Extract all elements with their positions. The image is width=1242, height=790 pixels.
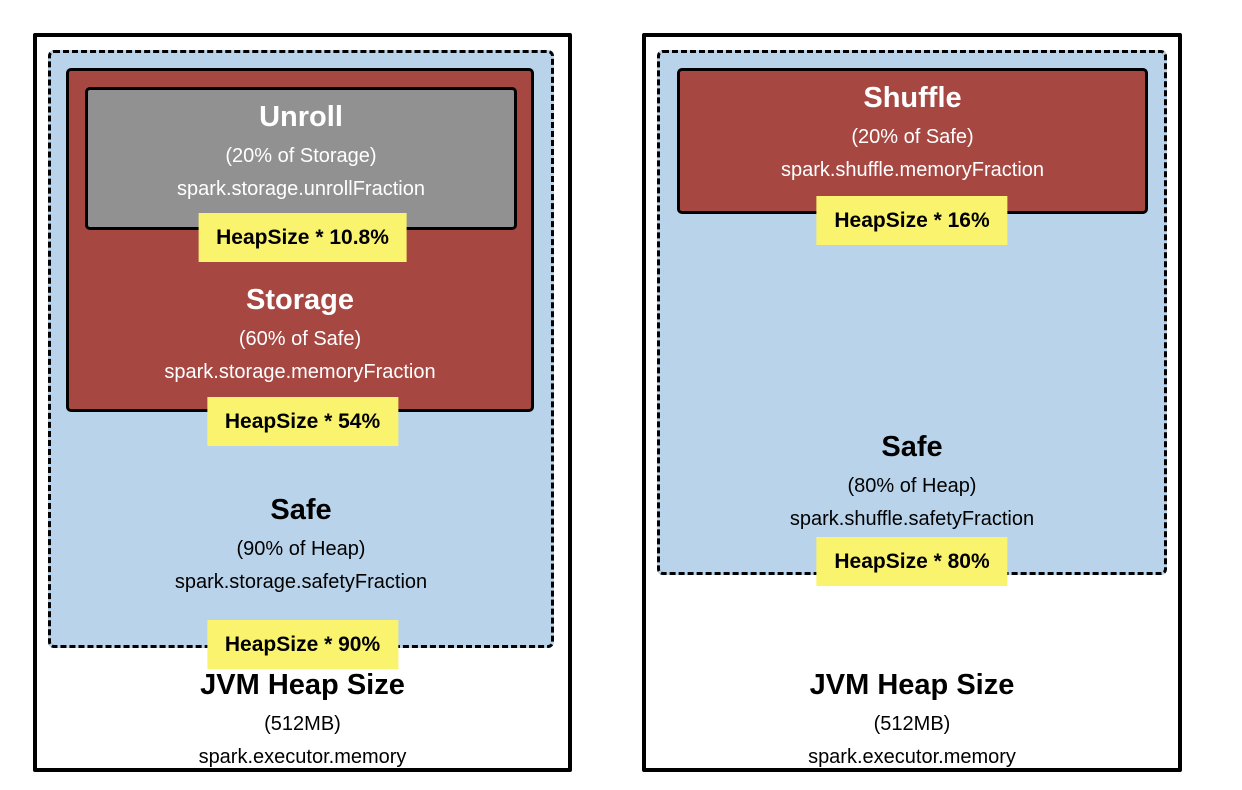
unroll-text-block: Unroll (20% of Storage) spark.storage.un… <box>88 100 514 202</box>
storage-region: Unroll (20% of Storage) spark.storage.un… <box>66 68 534 412</box>
heap-label-safe-storage: HeapSize * 90% <box>206 620 399 669</box>
safe-region-storage: Unroll (20% of Storage) spark.storage.un… <box>48 50 554 648</box>
jvm-heap-size-left: (512MB) <box>264 713 341 735</box>
safe-property-storage: spark.storage.safetyFraction <box>174 571 428 593</box>
unroll-property: spark.storage.unrollFraction <box>177 178 425 200</box>
shuffle-fraction: (20% of Safe) <box>851 126 974 148</box>
safe-fraction-storage: (90% of Heap) <box>236 538 366 560</box>
storage-property: spark.storage.memoryFraction <box>164 361 436 383</box>
safe-fraction-shuffle: (80% of Heap) <box>847 475 977 497</box>
safe-property-shuffle: spark.shuffle.safetyFraction <box>789 508 1035 530</box>
shuffle-title: Shuffle <box>863 82 962 114</box>
shuffle-property: spark.shuffle.memoryFraction <box>780 159 1045 181</box>
safe-title-storage: Safe <box>270 494 332 526</box>
storage-text-block: Storage (60% of Safe) spark.storage.memo… <box>69 283 531 385</box>
storage-fraction: (60% of Safe) <box>238 328 362 350</box>
storage-title: Storage <box>246 284 354 316</box>
jvm-heap-text-block-left: JVM Heap Size (512MB) spark.executor.mem… <box>37 668 568 770</box>
jvm-heap-size-right: (512MB) <box>873 713 951 735</box>
unroll-title: Unroll <box>259 101 343 133</box>
heap-label-safe-shuffle: HeapSize * 80% <box>816 537 1008 586</box>
safe-region-shuffle: Shuffle (20% of Safe) spark.shuffle.memo… <box>657 50 1167 575</box>
unroll-fraction: (20% of Storage) <box>225 145 377 167</box>
panel-shuffle-memory: Shuffle (20% of Safe) spark.shuffle.memo… <box>642 33 1182 772</box>
shuffle-text-block: Shuffle (20% of Safe) spark.shuffle.memo… <box>680 81 1145 183</box>
heap-label-shuffle: HeapSize * 16% <box>816 196 1008 245</box>
jvm-heap-title-left: JVM Heap Size <box>200 669 405 701</box>
jvm-heap-property-left: spark.executor.memory <box>198 746 407 768</box>
heap-label-unroll: HeapSize * 10.8% <box>198 213 407 262</box>
safe-text-block-storage: Safe (90% of Heap) spark.storage.safetyF… <box>51 493 551 595</box>
safe-text-block-shuffle: Safe (80% of Heap) spark.shuffle.safetyF… <box>660 430 1164 532</box>
panel-storage-memory: Unroll (20% of Storage) spark.storage.un… <box>33 33 572 772</box>
heap-label-storage: HeapSize * 54% <box>206 397 399 446</box>
jvm-heap-title-right: JVM Heap Size <box>809 669 1015 701</box>
unroll-region: Unroll (20% of Storage) spark.storage.un… <box>85 87 517 230</box>
jvm-heap-text-block-right: JVM Heap Size (512MB) spark.executor.mem… <box>646 668 1178 770</box>
shuffle-region: Shuffle (20% of Safe) spark.shuffle.memo… <box>677 68 1148 214</box>
safe-title-shuffle: Safe <box>881 431 943 463</box>
jvm-heap-property-right: spark.executor.memory <box>808 746 1016 768</box>
